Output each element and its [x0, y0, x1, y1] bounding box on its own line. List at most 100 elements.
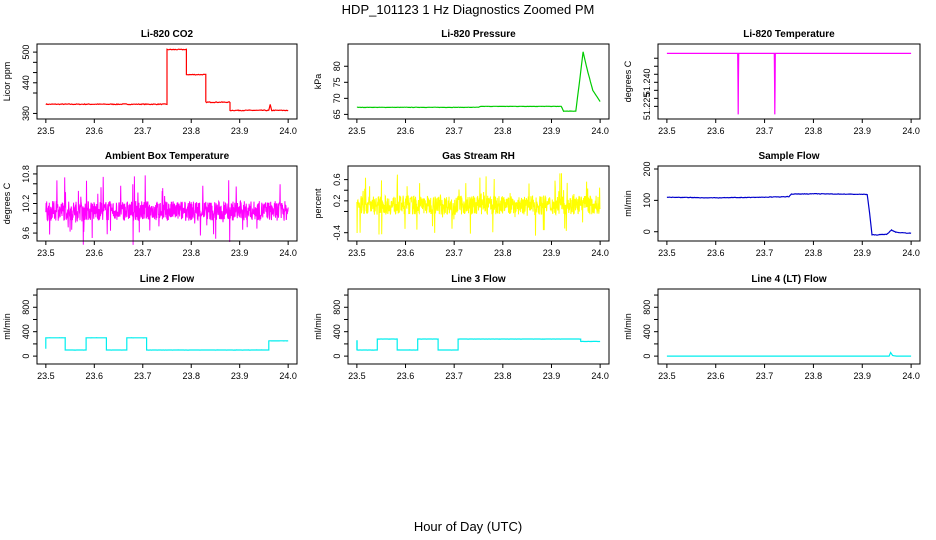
y-tick-label: -0.4: [332, 225, 342, 241]
x-tick-label: 23.6: [86, 371, 104, 381]
y-tick-label: 10.2: [21, 195, 31, 213]
x-tick-label: 23.8: [805, 371, 823, 381]
x-tick-label: 23.6: [707, 371, 725, 381]
panel-title: Line 3 Flow: [451, 274, 506, 285]
x-tick-label: 23.5: [37, 126, 55, 136]
y-tick-label: 75: [332, 77, 342, 87]
x-tick-label: 23.6: [397, 371, 415, 381]
panel-title: Ambient Box Temperature: [105, 151, 230, 162]
x-tick-label: 23.9: [854, 248, 872, 258]
data-series-line: [45, 48, 289, 112]
data-series-line: [356, 338, 601, 351]
data-series-line: [666, 52, 912, 115]
y-tick-label: 500: [21, 45, 31, 60]
x-tick-label: 24.0: [591, 371, 609, 381]
x-tick-label: 23.9: [854, 371, 872, 381]
x-tick-label: 23.8: [182, 371, 200, 381]
x-tick-label: 23.5: [348, 248, 366, 258]
data-series-line: [45, 175, 289, 245]
data-series-line: [356, 173, 601, 236]
x-tick-label: 23.5: [348, 126, 366, 136]
x-tick-label: 23.8: [805, 126, 823, 136]
y-tick-label: 200: [642, 161, 652, 176]
panel-5: Gas Stream RH percent 23.5 23.6 23.7 23.8 23.9…: [313, 151, 610, 258]
plot-frame: [36, 288, 298, 365]
plot-frame: [657, 288, 921, 365]
x-tick-label: 23.5: [658, 248, 676, 258]
panel-8: Line 3 Flow ml/min 23.5 23.6 23.7 23.8 23.9 24.…: [313, 274, 610, 381]
y-tick-label: 9.6: [21, 227, 31, 240]
y-tick-label: 100: [642, 193, 652, 208]
x-tick-label: 23.7: [134, 126, 152, 136]
x-tick-label: 23.8: [805, 248, 823, 258]
y-axis-label: ml/min: [623, 190, 633, 217]
y-tick-label: 0: [642, 354, 652, 359]
x-tick-label: 23.6: [707, 126, 725, 136]
y-axis-label: degrees C: [2, 182, 12, 224]
panel-title: Line 4 (LT) Flow: [751, 274, 827, 285]
panel-grid: Li-820 CO2 Licor ppm 23.5 23.6 23.7 23.8 23.9 2…: [2, 29, 921, 381]
x-tick-label: 23.7: [445, 371, 463, 381]
x-tick-label: 23.9: [543, 248, 561, 258]
panel-title: Sample Flow: [758, 151, 819, 162]
x-tick-label: 23.6: [397, 248, 415, 258]
y-axis-label: degrees C: [623, 60, 633, 102]
panel-9: Line 4 (LT) Flow ml/min 23.5 23.6 23.7 23.8 23…: [623, 274, 921, 381]
x-tick-label: 23.6: [86, 248, 104, 258]
x-tick-label: 24.0: [902, 248, 920, 258]
y-tick-label: 400: [21, 324, 31, 339]
panel-7: Line 2 Flow ml/min 23.5 23.6 23.7 23.8 23.9 24.…: [2, 274, 298, 381]
y-axis-label: percent: [313, 188, 323, 219]
y-tick-label: 65: [332, 109, 342, 119]
y-tick-label: 0: [21, 354, 31, 359]
x-tick-label: 24.0: [591, 126, 609, 136]
panel-title: Li-820 CO2: [141, 29, 194, 40]
x-tick-label: 23.7: [756, 126, 774, 136]
x-tick-label: 23.7: [134, 248, 152, 258]
x-tick-label: 23.7: [756, 248, 774, 258]
y-axis-label: ml/min: [313, 313, 323, 340]
x-tick-label: 23.5: [348, 371, 366, 381]
figure-title: HDP_101123 1 Hz Diagnostics Zoomed PM: [342, 2, 595, 17]
y-tick-label: 70: [332, 93, 342, 103]
x-tick-label: 23.8: [182, 126, 200, 136]
plot-frame: [657, 43, 921, 120]
x-tick-label: 23.6: [707, 248, 725, 258]
panel-title: Gas Stream RH: [442, 151, 515, 162]
x-tick-label: 24.0: [279, 371, 297, 381]
x-tick-label: 23.8: [494, 126, 512, 136]
x-tick-label: 23.9: [543, 126, 561, 136]
x-tick-label: 24.0: [902, 371, 920, 381]
x-tick-label: 23.8: [494, 248, 512, 258]
panel-title: Li-820 Pressure: [441, 29, 516, 40]
panel-title: Li-820 Temperature: [743, 29, 835, 40]
y-tick-label: 51.240: [642, 69, 652, 97]
data-series-line: [45, 337, 289, 351]
plot-frame: [347, 288, 610, 365]
y-tick-label: 0: [332, 354, 342, 359]
y-tick-label: 0.2: [332, 195, 342, 208]
plot-frame: [36, 43, 298, 120]
x-tick-label: 23.8: [494, 371, 512, 381]
figure-x-axis-label: Hour of Day (UTC): [414, 519, 522, 534]
x-tick-label: 23.7: [445, 126, 463, 136]
y-tick-label: 400: [642, 324, 652, 339]
x-tick-label: 23.9: [231, 126, 249, 136]
x-tick-label: 23.5: [37, 248, 55, 258]
x-tick-label: 23.7: [756, 371, 774, 381]
y-tick-label: 10.8: [21, 165, 31, 183]
plot-frame: [657, 165, 921, 242]
panel-3: Li-820 Temperature degrees C 23.5 23.6 23.7 2…: [623, 29, 921, 136]
x-tick-label: 23.5: [658, 126, 676, 136]
y-tick-label: 440: [21, 75, 31, 90]
x-tick-label: 23.7: [445, 248, 463, 258]
y-tick-label: 800: [332, 300, 342, 315]
plot-frame: [347, 43, 610, 120]
y-tick-label: 380: [21, 106, 31, 121]
x-tick-label: 24.0: [279, 248, 297, 258]
x-tick-label: 24.0: [902, 126, 920, 136]
y-tick-label: 800: [642, 300, 652, 315]
x-tick-label: 23.5: [37, 371, 55, 381]
data-series-line: [666, 192, 912, 236]
